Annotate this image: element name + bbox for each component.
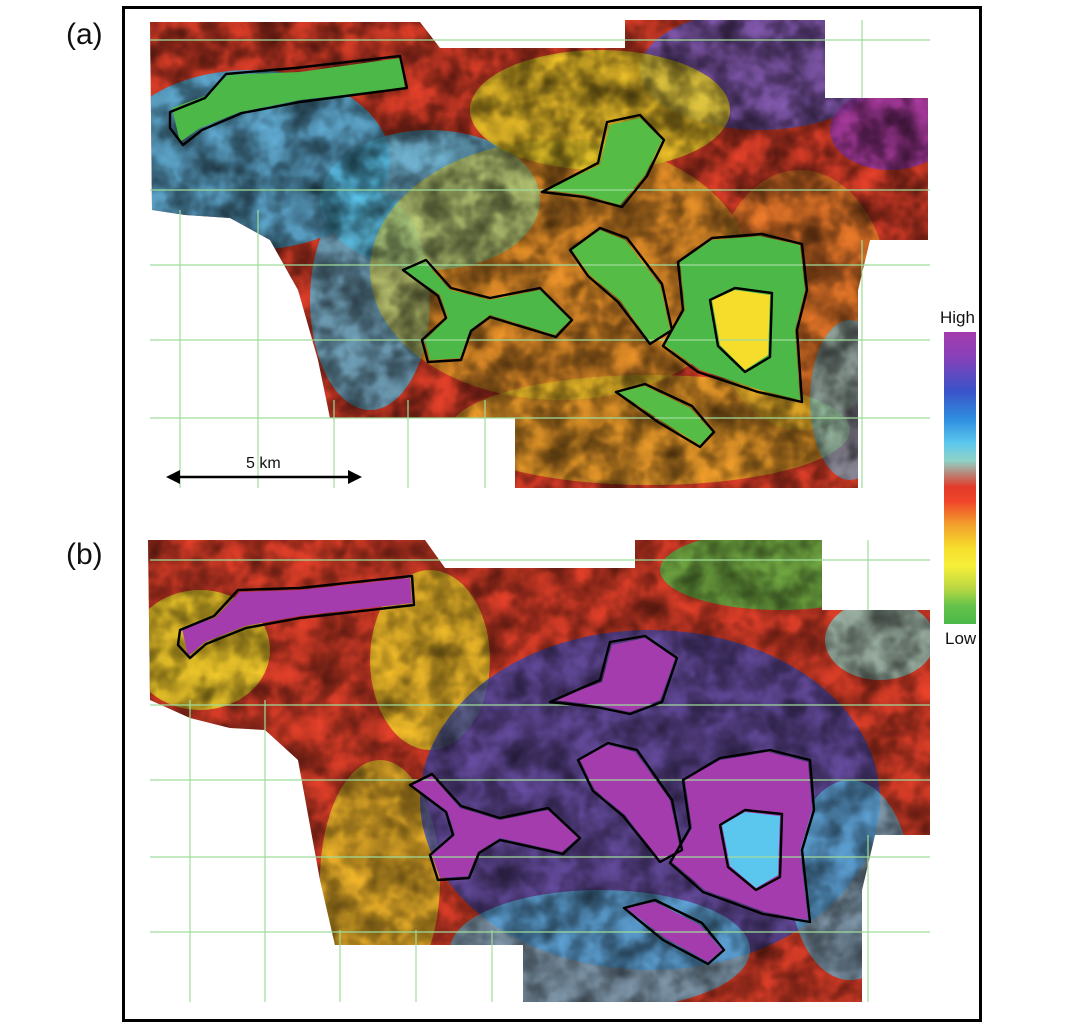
color-legend-bar <box>944 332 976 624</box>
panel-b-label: (b) <box>66 538 103 571</box>
panel-b-outlines <box>176 574 816 966</box>
outline-b4 <box>576 741 684 864</box>
outline-b7 <box>622 898 726 966</box>
legend-high-label: High <box>940 308 975 327</box>
panel-b-map <box>148 540 930 1002</box>
outline-a1 <box>168 54 409 147</box>
outline-a2 <box>540 113 666 209</box>
panel-b-grid <box>150 540 930 1002</box>
panel-a-outlines <box>168 54 809 449</box>
legend-low-label: Low <box>945 629 977 648</box>
outline-b1 <box>176 574 416 660</box>
panel-a-map <box>150 20 928 488</box>
outline-b5 <box>668 748 816 924</box>
panel-a-grid <box>150 20 930 488</box>
scale-bar <box>166 470 362 484</box>
scale-bar-label: 5 km <box>246 455 281 472</box>
outline-a6 <box>708 286 774 374</box>
figure-frame <box>122 6 982 1022</box>
outline-a7 <box>614 382 716 449</box>
outline-b6 <box>718 808 784 892</box>
panel-a-label: (a) <box>66 18 103 51</box>
outline-b3 <box>408 772 582 882</box>
outline-a5 <box>661 232 809 404</box>
outline-a3 <box>401 258 574 364</box>
outline-b2 <box>548 634 679 716</box>
